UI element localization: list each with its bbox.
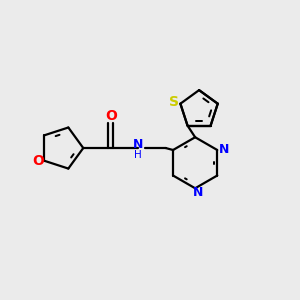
Text: N: N: [193, 186, 203, 199]
Text: H: H: [134, 150, 142, 161]
Text: O: O: [105, 109, 117, 123]
Text: N: N: [219, 143, 229, 157]
Text: N: N: [133, 138, 143, 151]
Text: O: O: [32, 154, 44, 168]
Text: S: S: [169, 95, 178, 109]
